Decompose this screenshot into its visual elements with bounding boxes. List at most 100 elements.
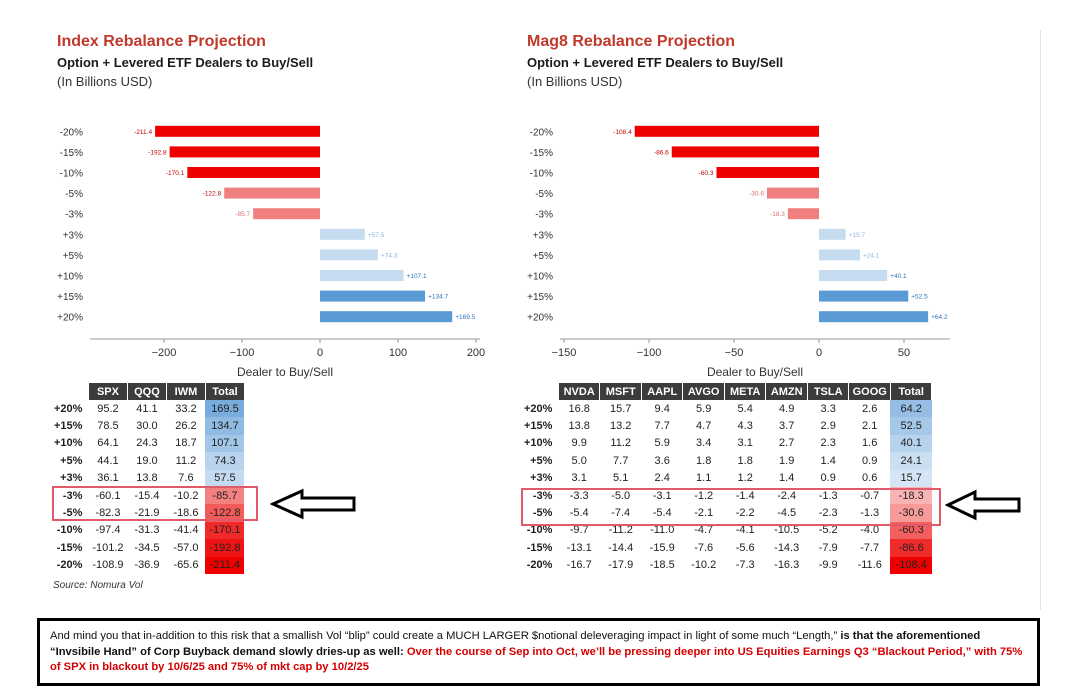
table-cell: 11.2 bbox=[610, 437, 631, 450]
table-cell: 3.7 bbox=[779, 420, 795, 433]
total-cell: 64.2 bbox=[890, 400, 932, 418]
category-label: +15% bbox=[527, 292, 553, 303]
data-label: -211.4 bbox=[134, 129, 152, 136]
table-cell: -4.7 bbox=[694, 524, 714, 537]
table-cell: -7.7 bbox=[860, 541, 880, 554]
total-cell: 52.5 bbox=[890, 417, 932, 435]
table-cell: 7.7 bbox=[613, 454, 629, 467]
table-cell: -41.4 bbox=[173, 524, 199, 537]
category-label: -15% bbox=[60, 148, 83, 159]
table-row: +3% 36.1 13.8 7.6 57.5 bbox=[54, 469, 245, 487]
x-tick-label: −200 bbox=[152, 347, 177, 359]
table-cell: 30.0 bbox=[136, 420, 158, 433]
x-tick-label: −50 bbox=[725, 347, 744, 359]
commentary-part2: is that the aforementioned “Invsibile Ha… bbox=[50, 630, 981, 658]
table-cell: 4.3 bbox=[737, 420, 753, 433]
table-cell: -7.6 bbox=[694, 541, 714, 554]
table-row: -10% -97.4 -31.3 -41.4 -170.1 bbox=[54, 521, 245, 540]
commentary-box: And mind you that in-addition to this ri… bbox=[37, 618, 1040, 686]
bar bbox=[634, 125, 819, 137]
data-label: +74.3 bbox=[381, 252, 398, 259]
table-cell: -5.0 bbox=[611, 489, 631, 502]
row-label: +10% bbox=[54, 437, 83, 450]
bar bbox=[766, 187, 819, 199]
total-cell: -18.3 bbox=[890, 486, 932, 505]
table-cell: 0.6 bbox=[862, 472, 878, 485]
table-cell: 7.6 bbox=[178, 472, 194, 485]
table-row: -5% -82.3 -21.9 -18.6 -122.8 bbox=[54, 504, 245, 522]
row-label: +3% bbox=[530, 472, 553, 485]
column-header: AMZN bbox=[765, 383, 808, 400]
category-label: -15% bbox=[530, 148, 553, 159]
total-cell: 74.3 bbox=[205, 452, 245, 470]
table-cell: 41.1 bbox=[136, 402, 158, 415]
table-row: +20% 95.2 41.1 33.2 169.5 bbox=[54, 400, 245, 418]
table-cell: -11.6 bbox=[857, 559, 882, 572]
table-cell: -13.1 bbox=[566, 541, 592, 554]
table-cell: 5.1 bbox=[613, 472, 629, 485]
category-label: +20% bbox=[57, 313, 83, 324]
data-label: +169.5 bbox=[455, 314, 475, 321]
category-label: +10% bbox=[527, 272, 553, 283]
category-label: -3% bbox=[535, 210, 553, 221]
left-chart-units: (In Billions USD) bbox=[57, 74, 153, 89]
table-cell: 24.3 bbox=[136, 437, 158, 450]
table-cell: 0.9 bbox=[820, 472, 836, 485]
bar bbox=[320, 249, 378, 261]
right-chart-units: (In Billions USD) bbox=[527, 74, 623, 89]
row-label: +3% bbox=[60, 472, 83, 485]
table-cell: 3.1 bbox=[737, 437, 753, 450]
table-cell: 9.4 bbox=[654, 402, 670, 415]
table-cell: 44.1 bbox=[97, 454, 119, 467]
table-cell: -5.6 bbox=[735, 541, 755, 554]
data-label: -122.8 bbox=[203, 191, 222, 198]
category-label: +10% bbox=[57, 272, 83, 283]
table-cell: 18.7 bbox=[175, 437, 197, 450]
total-cell: 169.5 bbox=[205, 400, 245, 418]
row-label: -5% bbox=[532, 507, 553, 520]
total-cell: -211.4 bbox=[205, 556, 245, 574]
category-label: +5% bbox=[533, 251, 553, 262]
table-cell: -15.9 bbox=[649, 541, 675, 554]
table-cell: 13.8 bbox=[136, 472, 158, 485]
table-cell: 0.9 bbox=[862, 454, 878, 467]
table-cell: 36.1 bbox=[97, 472, 119, 485]
table-cell: -15.4 bbox=[134, 489, 160, 502]
table-cell: 5.9 bbox=[654, 437, 670, 450]
right-arrow-icon bbox=[945, 489, 1021, 521]
table-cell: -18.5 bbox=[649, 559, 675, 572]
table-cell: -31.3 bbox=[134, 524, 160, 537]
column-header: Total bbox=[890, 383, 933, 400]
table-cell: 11.2 bbox=[175, 454, 197, 467]
bar bbox=[169, 146, 320, 158]
table-cell: -4.0 bbox=[860, 524, 880, 537]
bar bbox=[155, 125, 320, 137]
table-cell: -14.3 bbox=[774, 541, 800, 554]
table-row: -10% -9.7 -11.2 -11.0 -4.7 -4.1 -10.5 -5.2 -4.0-… bbox=[524, 521, 932, 540]
column-header: QQQ bbox=[127, 383, 167, 400]
table-cell: -2.3 bbox=[818, 507, 838, 520]
left-highlight-box bbox=[52, 486, 258, 521]
table-cell: 1.4 bbox=[779, 472, 795, 485]
row-label: -20% bbox=[526, 559, 553, 572]
row-label: +5% bbox=[530, 454, 553, 467]
table-cell: 2.9 bbox=[820, 420, 836, 433]
table-row: -3% -3.3 -5.0 -3.1 -1.2 -1.4 -2.4 -1.3 -0.7 -18.3 bbox=[524, 486, 932, 505]
left-bar-chart: -20% -211.4 -15% -192.8 -10% -170.1 -5% -122.8 -… bbox=[57, 125, 485, 379]
x-tick-label: 200 bbox=[467, 347, 485, 359]
table-cell: 13.8 bbox=[568, 420, 590, 433]
category-label: -5% bbox=[65, 189, 83, 200]
total-cell: 57.5 bbox=[205, 469, 245, 487]
table-cell: 4.9 bbox=[779, 402, 795, 415]
bar bbox=[819, 270, 888, 281]
table-cell: 13.2 bbox=[609, 420, 632, 433]
table-cell: 15.7 bbox=[609, 402, 632, 415]
data-label: -30.6 bbox=[749, 191, 764, 198]
table-cell: 1.1 bbox=[696, 472, 712, 485]
row-label: -5% bbox=[62, 507, 83, 520]
category-label: -10% bbox=[530, 169, 553, 180]
table-cell: -5.4 bbox=[569, 507, 589, 520]
bar bbox=[320, 311, 453, 323]
table-cell: -7.3 bbox=[735, 559, 755, 572]
row-label: -10% bbox=[56, 524, 83, 537]
